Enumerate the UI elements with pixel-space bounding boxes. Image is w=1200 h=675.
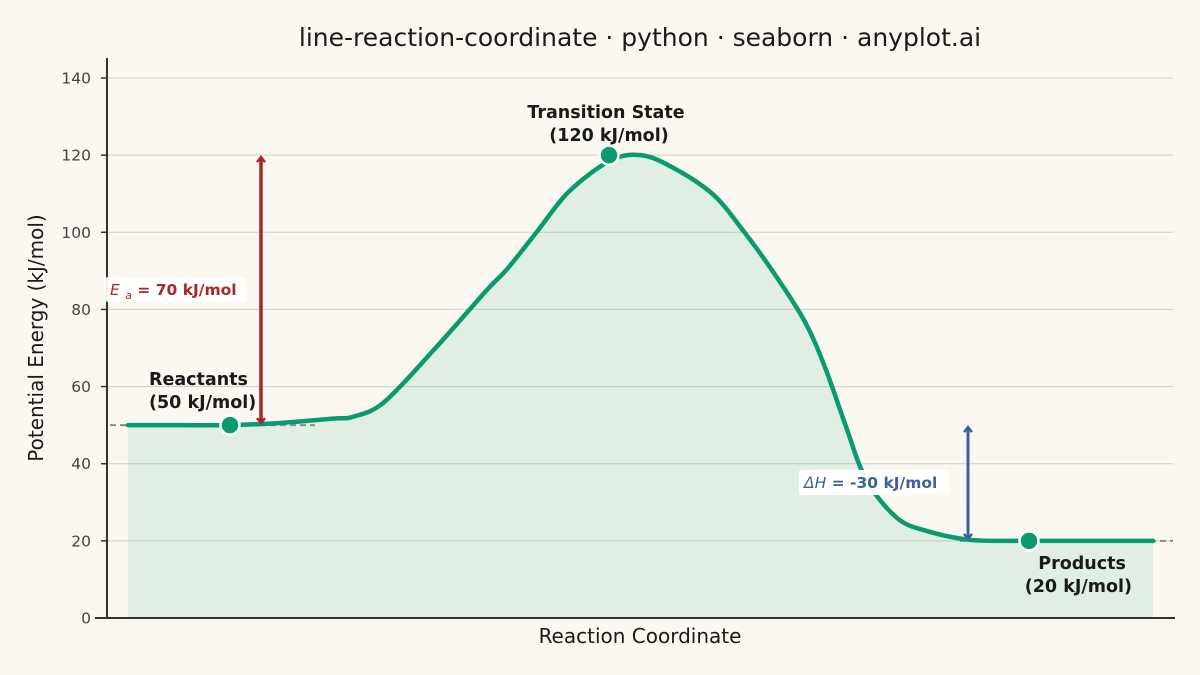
ea-symbol: E <box>110 281 120 299</box>
point-products <box>1018 530 1040 552</box>
point-reactants <box>219 414 241 436</box>
energy-area-fill <box>128 154 1153 618</box>
activation-energy-label-box <box>106 277 246 302</box>
enthalpy-change-label: ΔH = -30 kJ/mol <box>799 470 949 495</box>
y-tick-label: 0 <box>81 610 91 628</box>
ea-value: = 70 kJ/mol <box>137 281 236 299</box>
products-label: Products (20 kJ/mol) <box>1025 554 1132 597</box>
activation-energy-label: E a = 70 kJ/mol <box>106 277 246 303</box>
point-transition-state <box>598 144 620 166</box>
key-points <box>219 144 1040 552</box>
y-tick-labels: 0 20 40 60 80 100 120 140 <box>61 70 107 628</box>
reactants-label-name: Reactants <box>149 370 248 390</box>
y-axis-label: Potential Energy (kJ/mol) <box>24 214 48 461</box>
y-tick-label: 40 <box>71 455 91 473</box>
y-tick-label: 120 <box>61 147 91 165</box>
products-label-value: (20 kJ/mol) <box>1025 577 1132 597</box>
products-label-name: Products <box>1038 554 1126 574</box>
y-tick-label: 80 <box>71 301 91 319</box>
y-tick-label: 140 <box>61 70 91 88</box>
transition-state-label-value: (120 kJ/mol) <box>549 126 668 146</box>
chart-title: line-reaction-coordinate · python · seab… <box>299 23 981 52</box>
transition-state-label: Transition State (120 kJ/mol) <box>527 103 690 146</box>
svg-text:E a = 70 kJ/mol: E a = 70 kJ/mol <box>110 281 237 303</box>
reactants-label: Reactants (50 kJ/mol) <box>149 370 256 413</box>
energy-profile-line <box>125 152 1156 544</box>
dh-value: = -30 kJ/mol <box>832 474 938 492</box>
x-axis-label: Reaction Coordinate <box>539 624 742 648</box>
dh-symbol: ΔH <box>803 474 827 492</box>
reactants-label-value: (50 kJ/mol) <box>149 393 256 413</box>
ea-subscript: a <box>125 289 132 302</box>
y-tick-label: 60 <box>71 378 91 396</box>
transition-state-label-name: Transition State <box>527 103 684 123</box>
y-tick-label: 100 <box>61 224 91 242</box>
y-tick-label: 20 <box>71 532 91 550</box>
svg-text:ΔH = -30 kJ/mol: ΔH = -30 kJ/mol <box>803 474 937 492</box>
enthalpy-change-label-box <box>799 470 949 495</box>
